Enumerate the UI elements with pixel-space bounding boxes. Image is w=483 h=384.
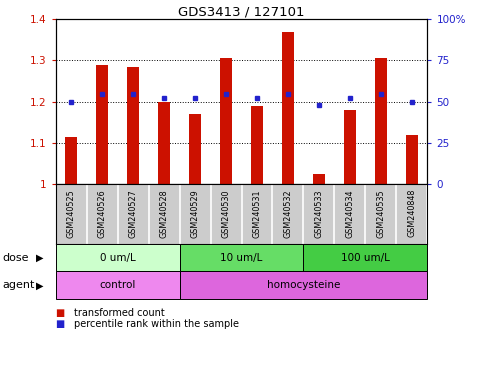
Text: homocysteine: homocysteine <box>267 280 340 290</box>
Bar <box>96 65 108 184</box>
Text: GSM240527: GSM240527 <box>128 189 138 238</box>
Text: ▶: ▶ <box>36 280 43 290</box>
Text: GSM240531: GSM240531 <box>253 189 261 238</box>
Text: GSM240526: GSM240526 <box>98 189 107 238</box>
Text: 100 um/L: 100 um/L <box>341 253 390 263</box>
Bar <box>180 244 303 271</box>
Text: GSM240534: GSM240534 <box>345 189 355 238</box>
Bar <box>56 271 180 299</box>
Text: GSM240525: GSM240525 <box>67 189 75 238</box>
Text: GSM240848: GSM240848 <box>408 189 416 237</box>
Text: GSM240530: GSM240530 <box>222 189 230 238</box>
Bar <box>406 135 418 184</box>
Text: GSM240533: GSM240533 <box>314 189 324 238</box>
Bar <box>375 58 387 184</box>
Text: GSM240532: GSM240532 <box>284 189 293 238</box>
Text: 10 um/L: 10 um/L <box>220 253 263 263</box>
Text: control: control <box>99 280 136 290</box>
Bar <box>282 31 294 184</box>
Bar <box>56 244 180 271</box>
Bar <box>220 58 232 184</box>
Bar <box>303 244 427 271</box>
Text: transformed count: transformed count <box>74 308 165 318</box>
Bar <box>189 114 201 184</box>
Text: ▶: ▶ <box>36 253 43 263</box>
Text: GSM240535: GSM240535 <box>376 189 385 238</box>
Bar <box>251 106 263 184</box>
Text: 0 um/L: 0 um/L <box>99 253 135 263</box>
Text: GSM240528: GSM240528 <box>159 189 169 238</box>
Text: agent: agent <box>2 280 35 290</box>
Text: GSM240529: GSM240529 <box>190 189 199 238</box>
Bar <box>127 67 139 184</box>
Text: ■: ■ <box>56 319 65 329</box>
Bar <box>180 271 427 299</box>
Text: ■: ■ <box>56 308 65 318</box>
Bar <box>158 102 170 184</box>
Bar <box>313 174 325 184</box>
Bar <box>344 110 356 184</box>
Bar <box>65 137 77 184</box>
Title: GDS3413 / 127101: GDS3413 / 127101 <box>178 5 305 18</box>
Text: dose: dose <box>2 253 29 263</box>
Text: percentile rank within the sample: percentile rank within the sample <box>74 319 239 329</box>
